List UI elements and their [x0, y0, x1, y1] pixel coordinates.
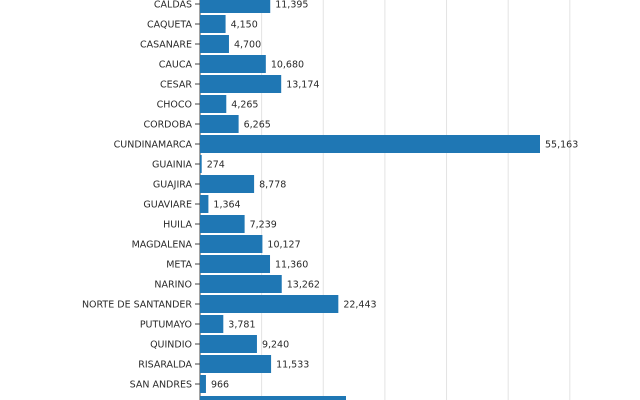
- bar: [200, 15, 226, 33]
- category-label: CALDAS: [154, 0, 192, 11]
- value-label: 3,781: [228, 320, 255, 331]
- category-label: NORTE DE SANTANDER: [82, 300, 192, 311]
- bar: [200, 75, 282, 93]
- bar: [200, 175, 255, 193]
- value-label: 6,265: [244, 120, 271, 131]
- category-label: CUNDINAMARCA: [114, 140, 193, 151]
- bar: [200, 275, 282, 293]
- value-label: 22,443: [343, 300, 376, 311]
- category-label: GUAVIARE: [143, 200, 192, 211]
- value-label: 1,364: [213, 200, 240, 211]
- value-label: 11,395: [275, 0, 308, 11]
- category-label: NARINO: [154, 280, 192, 291]
- value-label: 13,262: [287, 280, 320, 291]
- category-label: GUAINIA: [152, 160, 193, 171]
- bar: [200, 95, 227, 113]
- category-label: META: [166, 260, 192, 271]
- labels: CALDAS 11,395 CAQUETA 4,150 CASANARE 4,700 CAU…: [82, 0, 578, 391]
- bar: [200, 295, 339, 313]
- value-label: 13,174: [286, 80, 319, 91]
- bar: [200, 35, 229, 53]
- bar: [200, 0, 271, 13]
- bar: [200, 375, 206, 393]
- bar-partial: [200, 396, 346, 400]
- category-label: GUAJIRA: [153, 180, 193, 191]
- value-label: 10,680: [271, 60, 304, 71]
- bar: [200, 315, 224, 333]
- category-label: CAQUETA: [147, 20, 192, 31]
- value-label: 4,265: [231, 100, 258, 111]
- value-label: 11,533: [276, 360, 309, 371]
- category-label: SAN ANDRES: [130, 380, 192, 391]
- value-label: 9,240: [262, 340, 289, 351]
- category-label: CASANARE: [140, 40, 192, 51]
- value-label: 4,700: [234, 40, 261, 51]
- value-label: 55,163: [545, 140, 578, 151]
- partial-next-bar: [200, 396, 346, 400]
- value-label: 966: [211, 380, 229, 391]
- bars: [200, 0, 540, 393]
- category-label: CORDOBA: [143, 120, 192, 131]
- bar: [200, 155, 202, 173]
- category-label: CAUCA: [159, 60, 193, 71]
- bar: [200, 355, 272, 373]
- bar: [200, 255, 271, 273]
- category-label: MAGDALENA: [132, 240, 193, 251]
- category-label: HUILA: [163, 220, 192, 231]
- category-label: CESAR: [160, 80, 192, 91]
- value-label: 274: [207, 160, 225, 171]
- bar: [200, 335, 257, 353]
- value-label: 7,239: [250, 220, 277, 231]
- bar: [200, 115, 239, 133]
- bar: [200, 55, 266, 73]
- bar: [200, 135, 540, 153]
- value-label: 4,150: [231, 20, 258, 31]
- category-label: CHOCO: [157, 100, 192, 111]
- value-label: 11,360: [275, 260, 308, 271]
- bar: [200, 215, 245, 233]
- category-label: QUINDIO: [150, 340, 192, 351]
- bar: [200, 235, 263, 253]
- category-label: RISARALDA: [138, 360, 192, 371]
- value-label: 8,778: [259, 180, 286, 191]
- bar: [200, 195, 209, 213]
- category-label: PUTUMAYO: [140, 320, 192, 331]
- value-label: 10,127: [267, 240, 300, 251]
